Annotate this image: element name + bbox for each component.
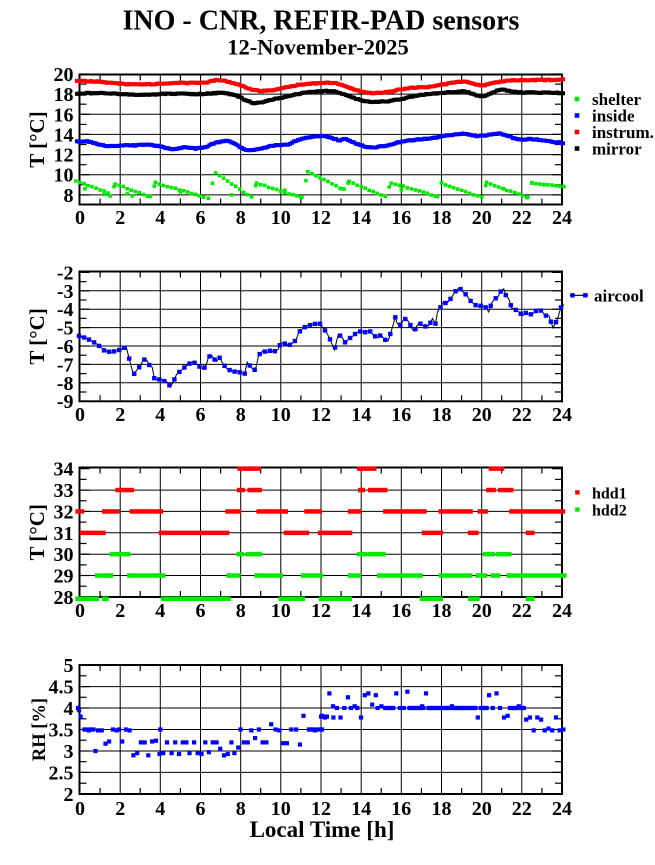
svg-text:8: 8: [236, 207, 246, 229]
svg-text:12: 12: [54, 145, 74, 167]
svg-text:-4: -4: [57, 299, 74, 321]
svg-text:20: 20: [472, 404, 492, 426]
svg-text:20: 20: [472, 600, 492, 622]
svg-text:32: 32: [54, 501, 74, 523]
svg-text:INO - CNR, REFIR-PAD sensors: INO - CNR, REFIR-PAD sensors: [123, 6, 520, 37]
svg-text:T [°C]: T [°C]: [25, 111, 49, 167]
svg-text:10: 10: [271, 798, 291, 820]
svg-text:12: 12: [311, 207, 331, 229]
svg-text:12-November-2025: 12-November-2025: [227, 35, 409, 60]
svg-text:18: 18: [432, 207, 452, 229]
svg-text:aircool: aircool: [594, 286, 644, 305]
svg-text:16: 16: [391, 798, 411, 820]
svg-text:2: 2: [115, 600, 125, 622]
svg-text:6: 6: [196, 600, 206, 622]
svg-text:10: 10: [54, 165, 74, 187]
svg-text:4: 4: [155, 207, 165, 229]
svg-text:22: 22: [512, 207, 532, 229]
svg-text:hdd2: hdd2: [592, 503, 627, 520]
svg-text:0: 0: [75, 404, 85, 426]
svg-text:14: 14: [351, 207, 371, 229]
svg-text:18: 18: [432, 404, 452, 426]
svg-text:2: 2: [64, 784, 74, 806]
svg-text:6: 6: [196, 798, 206, 820]
svg-text:2: 2: [115, 798, 125, 820]
svg-text:-7: -7: [57, 354, 74, 376]
svg-text:24: 24: [552, 207, 572, 229]
svg-text:hdd1: hdd1: [592, 485, 627, 502]
svg-text:12: 12: [311, 404, 331, 426]
svg-text:14: 14: [54, 124, 74, 146]
svg-text:12: 12: [311, 600, 331, 622]
svg-text:31: 31: [54, 523, 74, 545]
svg-text:20: 20: [54, 64, 74, 86]
svg-text:8: 8: [236, 798, 246, 820]
svg-text:18: 18: [432, 798, 452, 820]
svg-text:mirror: mirror: [592, 140, 642, 159]
svg-text:30: 30: [54, 544, 74, 566]
svg-text:shelter: shelter: [592, 90, 642, 109]
svg-text:16: 16: [391, 600, 411, 622]
svg-text:16: 16: [391, 404, 411, 426]
svg-text:2.5: 2.5: [49, 762, 74, 784]
svg-text:-3: -3: [57, 281, 74, 303]
svg-text:24: 24: [552, 404, 572, 426]
svg-text:16: 16: [54, 104, 74, 126]
svg-text:0: 0: [75, 798, 85, 820]
svg-text:18: 18: [432, 600, 452, 622]
svg-text:0: 0: [75, 207, 85, 229]
svg-text:14: 14: [351, 600, 371, 622]
svg-text:2: 2: [115, 404, 125, 426]
svg-text:-5: -5: [57, 318, 74, 340]
svg-text:8: 8: [64, 185, 74, 207]
svg-text:inside: inside: [592, 107, 635, 126]
svg-text:22: 22: [512, 600, 532, 622]
svg-text:-8: -8: [57, 373, 74, 395]
svg-text:T [°C]: T [°C]: [25, 504, 49, 560]
svg-text:29: 29: [54, 566, 74, 588]
svg-text:14: 14: [351, 798, 371, 820]
svg-text:4: 4: [155, 600, 165, 622]
svg-text:33: 33: [54, 480, 74, 502]
svg-text:12: 12: [311, 798, 331, 820]
svg-text:8: 8: [236, 600, 246, 622]
svg-text:20: 20: [472, 207, 492, 229]
svg-text:28: 28: [54, 587, 74, 609]
svg-text:4: 4: [64, 698, 74, 720]
svg-text:10: 10: [271, 404, 291, 426]
svg-text:14: 14: [351, 404, 371, 426]
svg-text:-6: -6: [57, 336, 74, 358]
svg-text:34: 34: [54, 459, 74, 481]
svg-text:RH [%]: RH [%]: [30, 698, 50, 761]
svg-text:22: 22: [512, 798, 532, 820]
svg-text:6: 6: [196, 404, 206, 426]
svg-text:6: 6: [196, 207, 206, 229]
svg-text:3: 3: [64, 741, 74, 763]
svg-text:3.5: 3.5: [49, 720, 74, 742]
svg-text:18: 18: [54, 84, 74, 106]
svg-text:22: 22: [512, 404, 532, 426]
svg-text:24: 24: [552, 798, 572, 820]
svg-text:4: 4: [155, 404, 165, 426]
svg-text:-9: -9: [57, 391, 74, 413]
svg-text:24: 24: [552, 600, 572, 622]
svg-text:Local Time [h]: Local Time [h]: [250, 817, 395, 842]
svg-text:10: 10: [271, 600, 291, 622]
svg-text:16: 16: [391, 207, 411, 229]
svg-text:T [°C]: T [°C]: [25, 308, 49, 364]
svg-text:4.5: 4.5: [49, 677, 74, 699]
svg-text:4: 4: [155, 798, 165, 820]
svg-text:instrum.: instrum.: [592, 123, 654, 142]
svg-text:8: 8: [236, 404, 246, 426]
svg-text:2: 2: [115, 207, 125, 229]
svg-text:-2: -2: [57, 262, 74, 284]
svg-text:5: 5: [64, 655, 74, 677]
svg-text:10: 10: [271, 207, 291, 229]
svg-text:20: 20: [472, 798, 492, 820]
svg-text:0: 0: [75, 600, 85, 622]
